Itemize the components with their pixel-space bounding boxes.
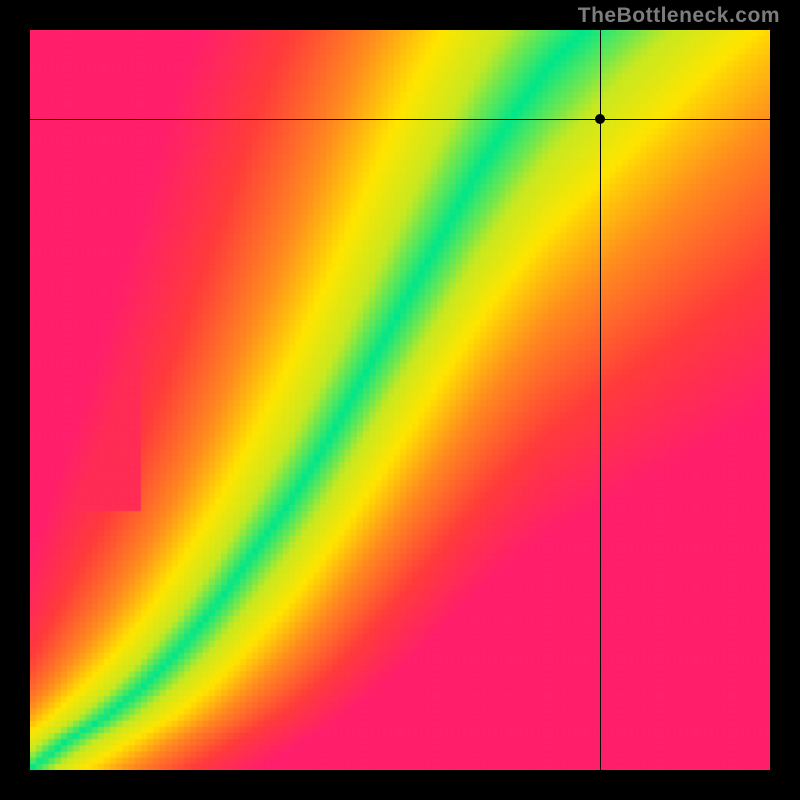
crosshair-horizontal [30,119,770,120]
heatmap-canvas [30,30,770,770]
crosshair-marker-dot [595,114,605,124]
crosshair-vertical [600,30,601,770]
heatmap-plot [30,30,770,770]
watermark-text: TheBottleneck.com [578,4,780,28]
chart-container: { "watermark": { "text": "TheBottleneck.… [0,0,800,800]
